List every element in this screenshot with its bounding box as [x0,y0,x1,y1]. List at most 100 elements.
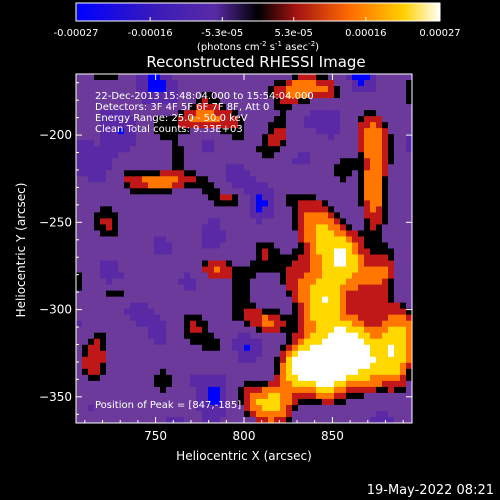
heatmap-cell [406,398,412,406]
heatmap-cell [226,356,233,364]
heatmap-cell [244,308,251,316]
heatmap-cell [310,134,317,141]
heatmap-cell [328,170,335,177]
heatmap-cell [382,350,389,358]
heatmap-cell [382,122,389,129]
heatmap-cell [118,260,125,267]
heatmap-cell [130,152,137,159]
heatmap-cell [172,284,179,292]
heatmap-cell [190,320,197,328]
heatmap-cell [136,356,143,364]
heatmap-cell [112,278,119,286]
heatmap-cell [364,80,371,87]
heatmap-cell [190,248,197,255]
heatmap-cell [202,320,209,328]
heatmap-cell [202,158,209,165]
heatmap-cell [214,110,221,117]
heatmap-cell [202,116,209,123]
heatmap-cell [88,266,95,273]
heatmap-cell [94,356,101,364]
heatmap-cell [124,386,131,394]
heatmap-cell [382,236,389,243]
heatmap-cell [328,320,335,328]
heatmap-cell [178,224,185,231]
heatmap-cell [256,302,263,310]
heatmap-cell [388,128,395,135]
heatmap-cell [334,140,341,147]
heatmap-cell [184,356,191,364]
heatmap-cell [298,386,305,394]
heatmap-cell [262,326,269,334]
heatmap-cell [310,416,317,423]
heatmap-cell [154,134,161,141]
heatmap-cell [388,194,395,201]
heatmap-cell [172,254,179,261]
heatmap-cell [82,368,89,376]
heatmap-cell [394,140,401,147]
heatmap-cell [376,212,383,219]
heatmap-cell [166,338,173,346]
heatmap-cell [124,416,131,423]
heatmap-cell [172,350,179,358]
heatmap-cell [226,170,233,177]
heatmap-cell [178,128,185,135]
heatmap-cell [106,128,113,135]
heatmap-cell [220,410,227,418]
heatmap-cell [160,272,167,279]
heatmap-cell [250,230,257,237]
heatmap-cell [154,188,161,195]
heatmap-cell [106,326,113,334]
heatmap-cell [376,254,383,261]
heatmap-cell [88,332,95,340]
heatmap-cell [280,164,287,171]
heatmap-cell [112,110,119,117]
heatmap-cell [280,206,287,213]
heatmap-cell [316,86,323,93]
heatmap-cell [232,272,239,279]
heatmap-cell [298,140,305,147]
heatmap-cell [322,140,329,147]
heatmap-cell [256,296,263,304]
heatmap-cell [352,374,359,382]
heatmap-cell [136,86,143,93]
heatmap-cell [124,206,131,213]
heatmap-cell [394,218,401,225]
heatmap-cell [142,392,149,400]
heatmap-cell [82,104,89,111]
heatmap-cell [310,332,317,340]
heatmap-cell [310,224,317,231]
heatmap-cell [106,338,113,346]
heatmap-cell [256,386,263,394]
heatmap-cell [268,302,275,310]
heatmap-cell [100,212,107,219]
heatmap-cell [76,146,83,153]
heatmap-cell [190,206,197,213]
heatmap-cell [376,122,383,129]
heatmap-cell [376,242,383,249]
heatmap-cell [268,188,275,195]
heatmap-cell [358,356,365,364]
heatmap-cell [94,110,101,117]
heatmap-cell [88,164,95,171]
heatmap-cell [298,116,305,123]
heatmap-cell [226,152,233,159]
heatmap-cell [220,314,227,322]
heatmap-cell [160,278,167,286]
heatmap-cell [106,278,113,286]
heatmap-cell [136,74,143,81]
heatmap-cell [370,110,377,117]
heatmap-cell [220,116,227,123]
heatmap-cell [124,218,131,225]
heatmap-cell [400,344,407,352]
heatmap-cell [208,284,215,292]
heatmap-cell [214,92,221,99]
heatmap-cell [94,128,101,135]
heatmap-cell [208,164,215,171]
heatmap-cell [316,416,323,423]
heatmap-cell [304,416,311,423]
heatmap-cell [394,338,401,346]
heatmap-cell [202,224,209,231]
heatmap-cell [118,284,125,292]
heatmap-cell [94,170,101,177]
heatmap-cell [76,266,83,273]
